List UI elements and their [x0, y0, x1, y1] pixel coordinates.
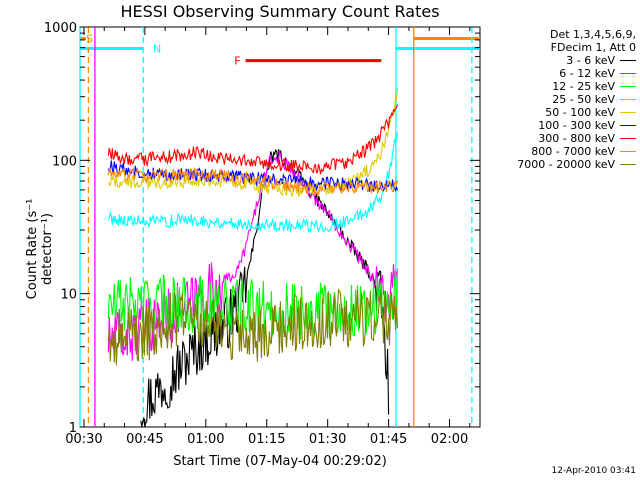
legend-swatch	[620, 99, 636, 100]
x-tick-label: 02:00	[431, 432, 468, 447]
x-axis-label: Start Time (07-May-04 00:29:02)	[173, 454, 387, 469]
series-group	[107, 88, 399, 428]
series-line	[107, 288, 399, 366]
legend-entry: 800 - 7000 keV	[488, 145, 636, 158]
series-line	[107, 104, 399, 175]
chart-title: HESSI Observing Summary Count Rates	[120, 2, 440, 21]
legend-swatch	[620, 112, 636, 113]
time-markers: S N F	[79, 27, 480, 427]
legend-swatch	[620, 125, 636, 126]
legend-label: 12 - 25 keV	[552, 80, 615, 93]
legend-swatch	[620, 138, 636, 139]
legend-entry: 7000 - 20000 keV	[488, 158, 636, 171]
legend-entry: 300 - 800 keV	[488, 132, 636, 145]
axes-group: 00:30 00:45 01:00 01:15 01:30 01:45 02:00 1 10 10…	[44, 21, 480, 447]
x-tick-label: 01:15	[248, 432, 285, 447]
x-tick-label: 00:30	[65, 432, 102, 447]
legend-swatch	[620, 164, 636, 165]
y-tick-label: 1000	[44, 21, 77, 36]
legend-entry: 25 - 50 keV	[488, 93, 636, 106]
series-line	[107, 167, 399, 196]
legend-entry: 50 - 100 keV	[488, 106, 636, 119]
legend-label: 7000 - 20000 keV	[517, 158, 615, 171]
legend-label: 3 - 6 keV	[566, 54, 615, 67]
y-tick-label: 100	[52, 154, 77, 169]
legend-swatch	[620, 73, 636, 74]
legend-label: 300 - 800 keV	[538, 132, 615, 145]
interval-label: N	[153, 42, 161, 55]
legend-entry: 12 - 25 keV	[488, 80, 636, 93]
legend-swatch	[620, 86, 636, 87]
x-tick-label: 01:00	[187, 432, 224, 447]
x-tick-label: 00:45	[126, 432, 163, 447]
y-tick-label: 10	[60, 288, 77, 303]
legend-label: 800 - 7000 keV	[531, 145, 615, 158]
x-tick-label: 01:45	[370, 432, 407, 447]
series-line	[107, 131, 399, 234]
legend-header-line: FDecim 1, Att 0	[550, 41, 636, 54]
timestamp: 12-Apr-2010 03:41	[551, 466, 636, 476]
y-axis-label: Count Rate (s⁻¹ detector⁻¹)	[25, 198, 55, 300]
series-line	[107, 160, 399, 193]
legend-header-line: Det 1,3,4,5,6,9,	[549, 28, 636, 41]
legend-swatch	[620, 151, 636, 152]
legend-label: 25 - 50 keV	[552, 93, 615, 106]
series-line	[107, 149, 398, 361]
interval-label: F	[234, 55, 240, 68]
y-tick-label: 1	[69, 421, 77, 436]
legend: Det 1,3,4,5,6,9, FDecim 1, Att 0 3 - 6 k…	[488, 28, 636, 171]
legend-entries: 3 - 6 keV 6 - 12 keV 12 - 25 keV 25 - 50 ke…	[488, 54, 636, 171]
interval-label: S	[86, 32, 93, 45]
legend-label: 50 - 100 keV	[545, 106, 615, 119]
legend-label: 6 - 12 keV	[559, 67, 615, 80]
legend-swatch	[620, 60, 636, 61]
legend-label: 100 - 300 keV	[538, 119, 615, 132]
x-tick-label: 01:30	[309, 432, 346, 447]
legend-entry: 100 - 300 keV	[488, 119, 636, 132]
legend-entry: 3 - 6 keV	[488, 54, 636, 67]
legend-entry: 6 - 12 keV	[488, 67, 636, 80]
